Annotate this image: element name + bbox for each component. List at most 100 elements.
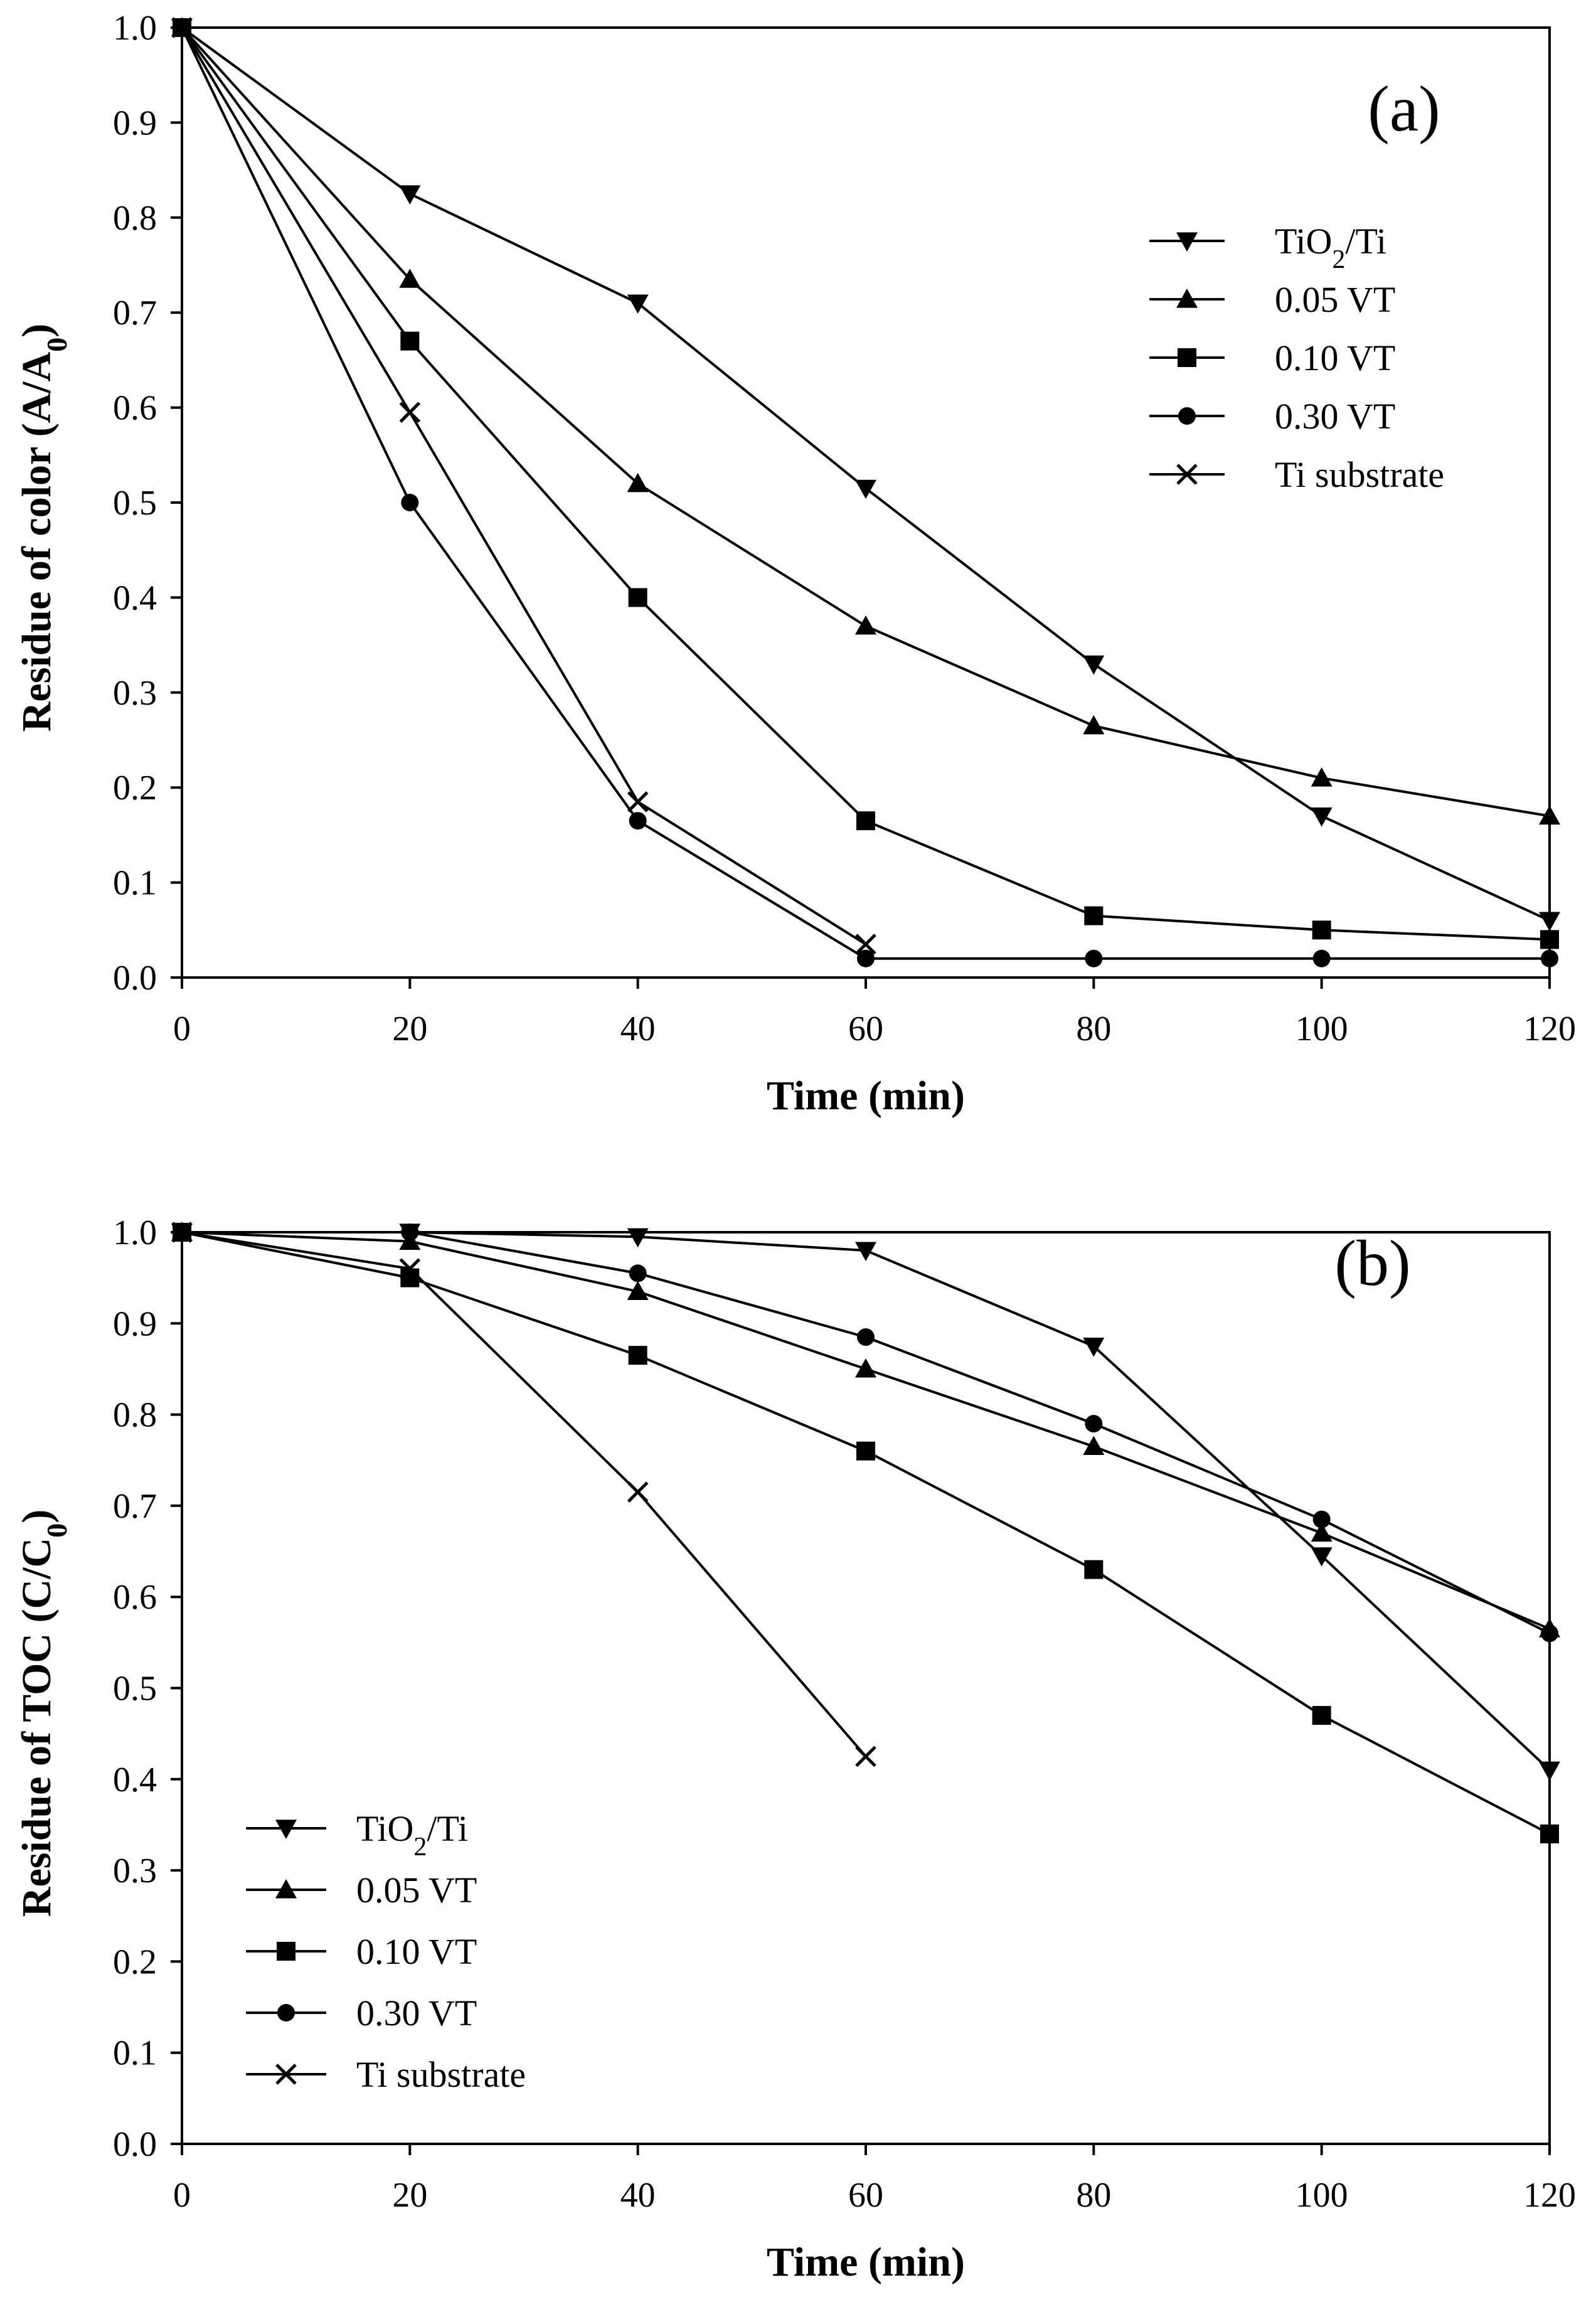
panel-a-y-tick-label: 0.3 — [113, 674, 157, 713]
panel-a-legend-entry: 0.10 VT — [1149, 338, 1395, 378]
panel-a-x-tick-label: 120 — [1523, 1010, 1576, 1048]
panel-a-series-0-30-vt-point — [1312, 949, 1331, 967]
panel-b-series-0-05-vt-point — [1083, 1436, 1105, 1456]
panel-b-legend-label: Ti substrate — [356, 2054, 526, 2095]
panel-a-x-axis-label: Time (min) — [767, 1073, 965, 1119]
panel-a-y-tick-label: 0.2 — [113, 769, 157, 807]
panel-b-series-ti-substrate-line — [181, 1231, 867, 1757]
panel-b-series-0-30-vt-point — [401, 1223, 419, 1241]
panel-a-series-0-05-vt-point — [627, 472, 649, 493]
panel-b-y-tick-label: 0.5 — [113, 1670, 157, 1708]
panel-a-x-tick-label: 80 — [1076, 1010, 1111, 1048]
panel-a-x-tick-label: 0 — [173, 1010, 191, 1048]
panel-a-legend-marker — [1178, 407, 1196, 425]
panel-a-legend-label: 0.30 VT — [1275, 396, 1395, 437]
panel-a-legend-entry: Ti substrate — [1149, 454, 1444, 495]
panel-b-y-tick-label: 0.4 — [113, 1761, 157, 1799]
panel-a-legend-marker — [1176, 232, 1198, 252]
panel-a-x-tick-label: 40 — [620, 1010, 656, 1048]
panel-b-legend-label-rest: /Ti — [427, 1808, 468, 1849]
panel-b-series-tio2-ti-point — [627, 1228, 649, 1248]
panel-b-y-tick-label: 1.0 — [113, 1213, 157, 1252]
panel-a-series-0-10-vt-point — [400, 331, 420, 351]
panel-a-y-axis-label-sub: 0 — [41, 338, 73, 352]
panel-a-legend-label: Ti substrate — [1275, 454, 1444, 495]
panel-a-y-tick-label: 0.7 — [113, 294, 157, 333]
panel-b-series-tio2-ti — [171, 1223, 1560, 1781]
panel-b-y-tick-label: 0.9 — [113, 1304, 157, 1343]
panel-b-x-tick-label: 80 — [1076, 2176, 1111, 2215]
panel-b-series-tio2-ti-line — [182, 1231, 1551, 1771]
panel-b-legend-label-main: 0.05 VT — [356, 1870, 477, 1910]
panel-a-series-0-10-vt-point — [1312, 920, 1331, 940]
panel-a-legend-label-sub: 2 — [1332, 245, 1345, 274]
panel-a-legend-marker — [1176, 289, 1198, 308]
panel-a-legend-label-main: 0.30 VT — [1275, 396, 1395, 437]
panel-b-y-tick-label: 0.7 — [113, 1487, 157, 1526]
panel-b-series-0-10-vt-point — [856, 1441, 875, 1461]
panel-b-y-tick-label: 0.6 — [113, 1578, 157, 1617]
panel-a-series-ti-substrate-point-stroke-b — [399, 402, 421, 423]
panel-a-series-ti-substrate-point-stroke-b — [627, 791, 649, 813]
panel-a-series-ti-substrate — [171, 17, 876, 955]
panel-b-legend-entry: TiO2/Ti — [246, 1808, 468, 1862]
panel-a-series-0-30-vt-point — [629, 812, 647, 830]
panel-b-label: (b) — [1334, 1227, 1410, 1299]
panel-b-series-0-30-vt-point — [1541, 1624, 1558, 1643]
panel-b-y-tick-label: 0.2 — [113, 1942, 157, 1981]
panel-b-series-0-05-vt-point — [1311, 1522, 1333, 1542]
panel-b-x-tick-label: 0 — [173, 2176, 191, 2215]
panel-a-y-tick-label: 0.4 — [113, 578, 157, 617]
panel-b-legend-label-main: TiO — [356, 1808, 413, 1849]
panel-a-legend-entry: 0.05 VT — [1149, 279, 1395, 320]
panel-b-legend-entry: 0.05 VT — [246, 1870, 477, 1910]
panel-b-series-0-10-vt-point — [1312, 1706, 1331, 1725]
panel-b-series-ti-substrate-point-stroke-b — [399, 1258, 421, 1279]
panel-a-legend-label-rest: /Ti — [1345, 221, 1386, 262]
panel-b-series-ti-substrate-point — [171, 1222, 193, 1243]
panel-b-legend-marker — [277, 2004, 295, 2022]
panel-b-y-axis-label-main: Residue of TOC (C/C — [14, 1538, 60, 1917]
panel-a-series-0-30-vt-point — [401, 494, 419, 511]
panel-b-legend-label-main: 0.10 VT — [356, 1931, 477, 1972]
panel-b-y-tick-label: 0.8 — [113, 1396, 157, 1435]
panel-a-y-tick-label: 0.1 — [113, 864, 157, 903]
panel-b-x-tick-label: 100 — [1295, 2176, 1348, 2215]
panel-a-series-0-05-vt-point — [855, 615, 876, 635]
panel-a-y-tick-label: 0.6 — [113, 389, 157, 428]
panel-a-y-tick-label: 1.0 — [113, 9, 157, 48]
panel-b-series-0-05-vt-point — [627, 1281, 649, 1301]
panel-a-y-tick-label: 0.9 — [113, 104, 157, 142]
panel-b-series-ti-substrate-point — [627, 1481, 649, 1503]
panel-b-series-0-30-vt-point — [629, 1264, 647, 1282]
panel-a-x-tick-label: 100 — [1295, 1010, 1348, 1048]
panel-b-x-axis-label: Time (min) — [767, 2239, 965, 2285]
panel-a-series-tio2-ti-point — [399, 185, 421, 205]
panel-a-series-0-10-vt-point — [628, 588, 647, 607]
panel-b-legend-marker — [275, 1879, 297, 1899]
panel-b-legend-marker — [275, 1819, 297, 1839]
panel-a-series-ti-substrate-point — [627, 791, 649, 813]
panel-b-series-ti-substrate-point-stroke-b — [171, 1222, 193, 1243]
panel-a-legend-label-main: 0.05 VT — [1275, 279, 1395, 320]
panel-b-legend-label-main: 0.30 VT — [356, 1993, 477, 2033]
panel-a-y-tick-label: 0.8 — [113, 199, 157, 238]
panel-b-legend-entry: Ti substrate — [246, 2054, 526, 2095]
panel-b-y-tick-label: 0.0 — [113, 2125, 157, 2164]
panel-a-series-0-30-vt-point — [1085, 949, 1103, 967]
panel-b-series-0-10-vt-point — [628, 1346, 647, 1365]
panel-a-y-axis-label-main: Residue of color (A/A — [14, 351, 60, 732]
panel-b-series-0-10-vt-line — [181, 1231, 1550, 1835]
panel-a-series-0-10-vt-point — [1540, 930, 1559, 949]
panel-a-series-0-10-vt-point — [1084, 906, 1104, 925]
panel-a-series-0-05-vt-point — [1311, 767, 1333, 787]
panel-b-legend-label: 0.30 VT — [356, 1993, 477, 2033]
panel-a-series-ti-substrate-point — [399, 402, 421, 423]
panel-a-y-tick-label: 0.0 — [113, 959, 157, 998]
panel-a-plot-area — [181, 26, 1551, 979]
panel-b-series-0-10-vt — [173, 1223, 1559, 1843]
panel-b-series-ti-substrate-point — [855, 1745, 876, 1767]
panel-a-y-axis-label-close: ) — [14, 324, 60, 338]
panel-b-legend-entry: 0.30 VT — [246, 1993, 477, 2033]
